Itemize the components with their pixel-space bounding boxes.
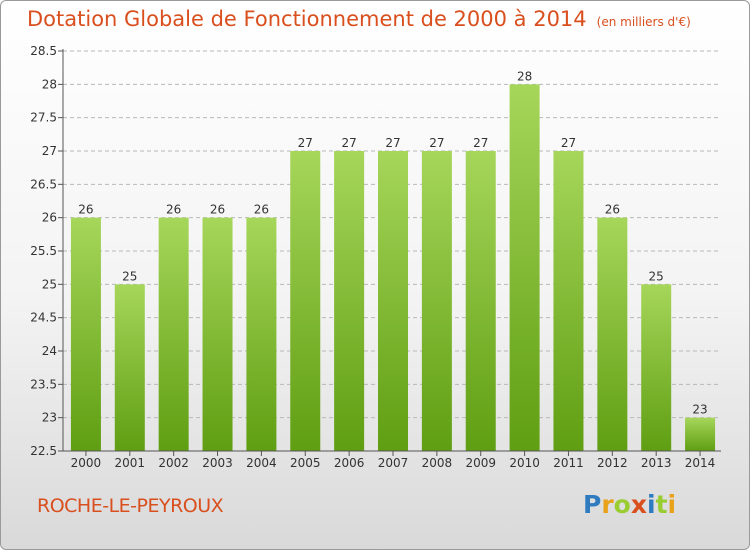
value-label: 26 [78,203,93,217]
x-tick-label: 2004 [246,456,277,470]
y-tick-label: 24.5 [30,311,57,325]
x-tick-label: 2012 [597,456,628,470]
value-label: 27 [429,136,444,150]
value-label: 28 [517,69,532,83]
bar [70,217,101,451]
logo-letter: P [583,490,602,519]
x-tick-label: 2005 [290,456,321,470]
bars [70,84,716,451]
value-label: 25 [649,269,664,283]
x-tick-label: 2008 [422,456,453,470]
bar [290,151,321,451]
x-axis-tick-labels: 2000 2001 2002 2003 2004 2005 2006 2007 2008 2009… [71,456,716,470]
y-tick-label: 26 [42,211,57,225]
value-label: 27 [473,136,488,150]
x-tick-label: 2010 [509,456,540,470]
bar [597,217,628,451]
x-tick-label: 2014 [685,456,716,470]
y-tick-label: 28.5 [30,44,57,58]
x-tick-label: 2001 [115,456,146,470]
bar [246,217,277,451]
y-tick-label: 26.5 [30,177,57,191]
x-tick-label: 2013 [641,456,672,470]
value-label: 25 [122,269,137,283]
y-tick-label: 25.5 [30,244,57,258]
y-axis-tick-labels: 22.5 23 23.5 24 24.5 25 25.5 26 26.5 27 27.5 28 28.5 [30,44,57,458]
chart-title: Dotation Globale de Fonctionnement de 20… [27,7,691,31]
value-label: 26 [166,203,181,217]
bar [334,151,365,451]
value-labels: 26 25 26 26 26 27 27 27 27 27 28 27 26 25 23 [78,69,707,416]
y-tick-label: 24 [42,344,57,358]
value-label: 27 [385,136,400,150]
x-tick-label: 2002 [158,456,189,470]
bar [202,217,233,451]
axes [62,49,721,456]
title-text: Dotation Globale de Fonctionnement de 20… [27,7,587,31]
bar [465,151,496,451]
y-tick-label: 27 [42,144,57,158]
x-tick-label: 2000 [71,456,102,470]
bar [114,284,145,451]
value-label: 26 [210,203,225,217]
commune-name: ROCHE-LE-PEYROUX [37,495,224,517]
logo-letter: t [655,490,668,519]
proxiti-logo[interactable]: Proxiti [583,490,676,519]
logo-letter: o [613,490,631,519]
value-label: 27 [298,136,313,150]
logo-letter: x [630,490,647,519]
logo-letter: i [667,490,677,519]
bar [641,284,672,451]
bar [378,151,408,451]
y-tick-label: 27.5 [30,111,57,125]
bar [421,151,452,451]
y-tick-label: 25 [42,277,57,291]
logo-letter: r [601,490,614,519]
x-tick-label: 2011 [553,456,584,470]
value-label: 27 [341,136,356,150]
y-tick-label: 23.5 [30,377,57,391]
value-label: 27 [561,136,576,150]
value-label: 26 [254,203,269,217]
value-label: 23 [692,403,707,417]
bar [158,217,189,451]
value-label: 26 [605,203,620,217]
bar [685,417,716,451]
y-tick-label: 23 [42,411,57,425]
x-tick-label: 2009 [465,456,496,470]
logo-letter: i [647,490,656,519]
y-tick-label: 22.5 [30,444,57,458]
bar [509,84,540,451]
chart-subtitle: (en milliers d'€) [596,15,691,29]
x-tick-label: 2007 [378,456,409,470]
bar [553,151,584,451]
y-tick-label: 28 [42,77,57,91]
x-tick-label: 2006 [334,456,365,470]
x-tick-label: 2003 [202,456,233,470]
